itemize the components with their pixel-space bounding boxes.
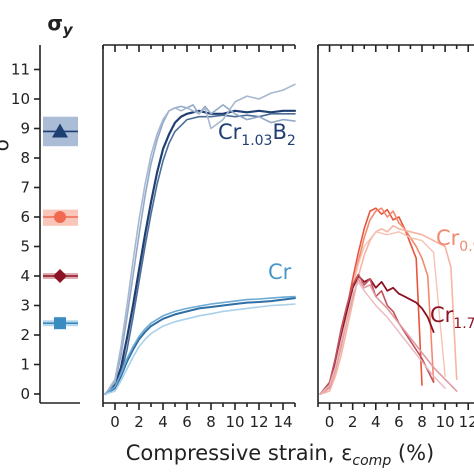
sigma-y-tick-label: 4 — [20, 267, 30, 285]
sigma-y-tick-label: 9 — [20, 120, 30, 138]
x-axis-label-base: Compressive strain, ε — [126, 441, 353, 465]
label-cr179: Cr1.79 — [430, 303, 474, 332]
label-cr103b2-tail: B — [272, 120, 286, 144]
right-x-tick-label: 6 — [394, 413, 404, 431]
left-x-tick-label: 4 — [158, 413, 168, 431]
left-x-tick-label: 8 — [206, 413, 216, 431]
label-cr09-base: Cr — [436, 226, 460, 250]
left-series-line — [104, 297, 296, 395]
right-x-tick-label: 4 — [371, 413, 381, 431]
sigma-marker-diamond — [53, 269, 67, 283]
sigma-y-tick-label: 11 — [11, 61, 30, 79]
right-series-line — [319, 281, 446, 395]
left-series-line — [104, 113, 296, 395]
sigma-y-tick-label: 5 — [20, 238, 30, 256]
x-axis-label: Compressive strain, εcomp (%) — [126, 441, 434, 469]
right-x-tick-label: 0 — [325, 413, 335, 431]
left-x-tick-label: 0 — [110, 413, 120, 431]
left-x-tick-label: 12 — [249, 413, 268, 431]
right-x-tick-label: 2 — [348, 413, 358, 431]
sigma-y-axis-label: σ — [0, 138, 13, 151]
x-axis-label-subscript: comp — [352, 453, 391, 469]
x-axis-label-tail: (%) — [391, 441, 434, 465]
sigma-y-tick-label: 10 — [11, 90, 30, 108]
right-series-line — [319, 273, 435, 395]
left-series-line — [104, 104, 296, 395]
sigma-y-tick-label: 7 — [20, 179, 30, 197]
right-series-line — [319, 225, 458, 395]
left-series-line — [104, 295, 296, 395]
left-x-tick-label: 10 — [225, 413, 244, 431]
left-series-line — [104, 109, 297, 396]
left-x-tick-label: 6 — [182, 413, 192, 431]
left-series-line — [104, 303, 296, 395]
sigma-panel-title: σy — [47, 11, 74, 39]
sigma-y-tick-label: 8 — [20, 149, 30, 167]
sigma-marker-square — [54, 317, 66, 330]
right-series-line — [319, 278, 458, 395]
left-x-tick-label: 2 — [134, 413, 144, 431]
sigma-y-tick-label: 3 — [20, 297, 30, 315]
label-cr103b2-tail-subscript: 2 — [287, 133, 296, 149]
sigma-y-tick-label: 1 — [20, 356, 30, 374]
sigma-marker-circle — [54, 211, 66, 223]
label-cr103b2: Cr1.03B2 — [218, 120, 296, 149]
label-cr179-base: Cr — [430, 303, 454, 327]
sigma-y-tick-label: 0 — [20, 385, 30, 403]
sigma-y-panel: 01234567891011σσy — [0, 11, 80, 404]
right-x-tick-label: 8 — [417, 413, 427, 431]
left-series-line — [104, 83, 296, 395]
label-cr09-subscript: 0.9 — [459, 239, 474, 255]
label-cr103b2-base: Cr — [218, 120, 242, 144]
right-x-tick-label: 12 — [459, 413, 474, 431]
sigma-marker-triangle — [52, 123, 68, 138]
sigma-y-tick-label: 2 — [20, 326, 30, 344]
label-cr09: Cr0.9 — [436, 226, 474, 255]
label-cr179-subscript: 1.79 — [453, 316, 474, 332]
sigma-title-subscript: y — [63, 21, 74, 39]
label-cr103b2-subscript: 1.03 — [241, 133, 272, 149]
label-cr: Cr — [268, 260, 292, 284]
right-series-line — [319, 275, 435, 395]
sigma-title-symbol: σ — [47, 11, 63, 35]
right-series-line — [319, 207, 435, 395]
sigma-y-tick-label: 6 — [20, 208, 30, 226]
right-x-tick-label: 10 — [436, 413, 455, 431]
left-x-tick-label: 14 — [273, 413, 292, 431]
